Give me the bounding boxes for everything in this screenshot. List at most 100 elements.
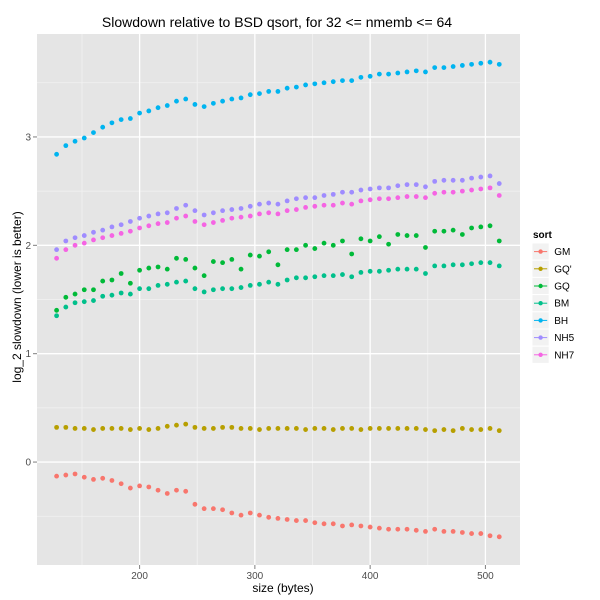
data-point-nh5 — [432, 178, 438, 184]
data-point-bh — [238, 95, 244, 101]
data-point-gq — [127, 427, 133, 432]
data-point-gq — [367, 238, 373, 244]
data-point-gq — [303, 427, 308, 432]
data-point-bm — [220, 286, 225, 292]
legend-title: sort — [533, 230, 553, 241]
data-point-bm — [349, 274, 355, 280]
data-point-nh5 — [376, 185, 382, 191]
legend-key-dot-bh — [538, 318, 543, 323]
data-point-gq — [450, 428, 456, 434]
data-point-bm — [137, 286, 142, 292]
data-point-bm — [423, 271, 428, 276]
data-point-nh5 — [220, 208, 225, 214]
data-point-gq — [312, 246, 318, 251]
data-point-nh7 — [127, 228, 133, 234]
data-point-gq — [496, 238, 502, 244]
data-point-bh — [321, 80, 327, 86]
data-point-nh5 — [395, 183, 401, 189]
data-point-nh5 — [174, 206, 179, 211]
data-point-gq — [91, 287, 96, 293]
data-point-bh — [164, 103, 170, 108]
data-point-gq — [72, 291, 78, 297]
data-point-nh5 — [183, 202, 189, 208]
data-point-nh5 — [109, 224, 115, 230]
data-point-gq — [358, 236, 364, 242]
data-point-bh — [137, 110, 142, 116]
data-point-gq — [349, 251, 355, 257]
data-point-gq — [459, 232, 465, 237]
data-point-bm — [174, 279, 179, 285]
data-point-bm — [183, 278, 189, 284]
data-point-nh5 — [81, 233, 87, 238]
data-point-bm — [367, 268, 373, 274]
data-point-bm — [275, 281, 281, 287]
data-point-gm — [432, 526, 438, 532]
data-point-gq — [81, 426, 87, 431]
data-point-bh — [247, 92, 253, 98]
data-point-bm — [109, 292, 115, 298]
data-point-nh7 — [146, 223, 152, 229]
data-point-gm — [330, 521, 336, 527]
x-tick-label: 500 — [477, 571, 494, 582]
data-point-bh — [293, 84, 299, 90]
data-point-bh — [478, 60, 484, 66]
data-point-gm — [496, 534, 502, 540]
data-point-gm — [478, 531, 484, 536]
data-point-gq — [247, 252, 253, 258]
data-point-bm — [487, 260, 493, 266]
data-point-gq — [284, 426, 290, 431]
y-tick-label: 0 — [25, 458, 31, 469]
y-tick-label: 1 — [25, 349, 31, 360]
data-point-bm — [127, 291, 133, 297]
data-point-gm — [100, 475, 106, 481]
data-point-bh — [386, 71, 391, 77]
data-point-nh5 — [349, 189, 355, 195]
data-point-gq — [229, 257, 235, 262]
data-point-gq — [303, 242, 308, 248]
data-point-gq — [155, 426, 161, 431]
data-point-nh5 — [257, 201, 262, 207]
data-point-bm — [459, 262, 465, 268]
data-point-bh — [413, 68, 419, 74]
data-point-gm — [367, 524, 373, 530]
data-point-bh — [487, 59, 493, 65]
data-point-gq — [210, 426, 216, 431]
data-point-nh7 — [432, 190, 438, 196]
data-point-nh7 — [72, 242, 78, 248]
data-point-gq — [450, 227, 456, 233]
data-point-nh5 — [423, 184, 428, 190]
data-point-gq — [330, 427, 336, 432]
data-point-nh5 — [312, 195, 318, 201]
data-point-bm — [496, 263, 502, 269]
data-point-nh7 — [423, 195, 428, 201]
data-point-bh — [303, 82, 308, 88]
data-point-gq — [386, 241, 391, 247]
data-point-nh5 — [293, 196, 299, 202]
data-point-gm — [487, 533, 493, 539]
data-point-nh5 — [91, 229, 96, 235]
data-point-gm — [469, 531, 474, 536]
data-point-nh5 — [487, 173, 493, 179]
data-point-gq — [81, 287, 87, 293]
data-point-gq — [220, 260, 225, 266]
data-point-nh7 — [109, 233, 115, 238]
data-point-gm — [220, 507, 225, 513]
x-tick-label: 300 — [247, 571, 264, 582]
data-point-nh5 — [478, 174, 484, 180]
data-point-bm — [293, 275, 299, 281]
data-point-bm — [266, 279, 272, 285]
x-axis-title: size (bytes) — [252, 581, 313, 595]
data-point-gq — [275, 262, 281, 268]
data-point-bh — [432, 65, 438, 70]
data-point-bh — [91, 130, 96, 136]
data-point-nh5 — [100, 227, 106, 233]
data-point-bm — [312, 274, 318, 280]
data-point-gq — [63, 424, 69, 430]
data-point-bm — [146, 286, 152, 292]
data-point-gq — [54, 307, 59, 313]
data-point-nh5 — [127, 219, 133, 224]
data-point-bh — [257, 91, 262, 97]
data-point-gq — [478, 427, 484, 432]
data-point-nh7 — [63, 247, 69, 253]
data-point-nh7 — [441, 189, 447, 195]
